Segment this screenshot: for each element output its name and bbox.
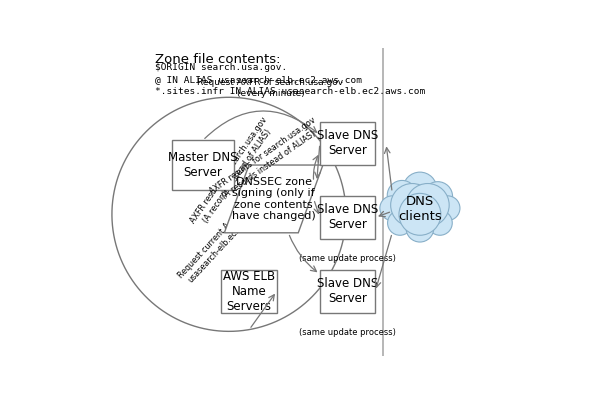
Text: DNSSEC zone
signing (only if
zone contents
have changed): DNSSEC zone signing (only if zone conten…: [232, 176, 316, 221]
Circle shape: [403, 172, 437, 206]
Text: @ IN ALIAS usasearch-elb.ec2.aws.com: @ IN ALIAS usasearch-elb.ec2.aws.com: [155, 75, 362, 84]
Text: AWS ELB
Name
Servers: AWS ELB Name Servers: [223, 270, 275, 313]
Text: AXFR results for search.usa.gov
(A records instead of ALIAS): AXFR results for search.usa.gov (A recor…: [189, 115, 278, 230]
Circle shape: [428, 211, 452, 235]
Text: Request AXFR of search.usa.gov
(every minute): Request AXFR of search.usa.gov (every mi…: [197, 78, 344, 98]
FancyBboxPatch shape: [320, 196, 375, 239]
FancyBboxPatch shape: [320, 122, 375, 165]
Text: Request current A value(s) of
usasearch-elb.ec2.aws.com: Request current A value(s) of usasearch-…: [176, 188, 271, 287]
FancyBboxPatch shape: [172, 140, 233, 190]
Circle shape: [406, 184, 449, 227]
FancyBboxPatch shape: [221, 270, 277, 313]
Text: $ORIGIN search.usa.gov.: $ORIGIN search.usa.gov.: [155, 63, 287, 72]
Circle shape: [399, 193, 441, 235]
Polygon shape: [224, 165, 323, 233]
Text: DNS
clients: DNS clients: [398, 195, 442, 223]
Circle shape: [436, 196, 460, 220]
Circle shape: [387, 180, 417, 210]
Text: Zone file contents:: Zone file contents:: [155, 53, 281, 66]
Circle shape: [380, 196, 404, 220]
Circle shape: [423, 182, 452, 211]
Circle shape: [406, 214, 434, 242]
FancyBboxPatch shape: [320, 270, 375, 313]
Text: Slave DNS
Server: Slave DNS Server: [317, 130, 378, 158]
Circle shape: [391, 184, 434, 227]
Text: Slave DNS
Server: Slave DNS Server: [317, 203, 378, 231]
Text: AXFR results for search.usa.gov
(A records instead of ALIAS): AXFR results for search.usa.gov (A recor…: [208, 116, 324, 205]
Text: Slave DNS
Server: Slave DNS Server: [317, 277, 378, 305]
Circle shape: [388, 211, 412, 235]
Text: (same update process): (same update process): [299, 328, 396, 337]
Text: *.sites.infr IN ALIAS usasearch-elb.ec2.aws.com: *.sites.infr IN ALIAS usasearch-elb.ec2.…: [155, 88, 425, 96]
Text: (same update process): (same update process): [299, 254, 396, 263]
Text: Master DNS
Server: Master DNS Server: [168, 151, 238, 179]
